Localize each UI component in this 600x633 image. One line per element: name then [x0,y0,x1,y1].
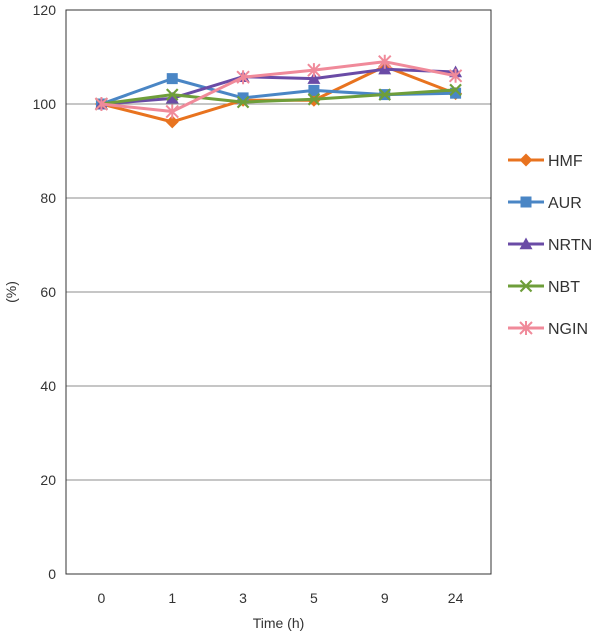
series-hmf-point [165,115,179,129]
legend-nrtn-marker [519,237,533,250]
legend-item-nrtn: NRTN [508,237,592,254]
series-aur-point [237,92,249,104]
legend-aur-label: AUR [548,195,582,212]
series-nbt-point [307,93,321,106]
series-aur-point [308,84,320,96]
series-ngin-point [165,104,179,119]
y-axis-ticks: 0 20 40 60 80 100 120 [33,2,57,582]
series-ngin-point [94,97,109,111]
legend-aur-marker [520,196,532,208]
legend-hmf-label: HMF [548,153,583,170]
series-group [94,54,463,129]
y-tick-label: 40 [40,378,56,394]
x-tick-label: 0 [98,590,106,606]
series-nbt-point [449,83,462,97]
legend-ngin-marker [519,321,533,335]
y-tick-label: 0 [48,566,56,582]
series-nbt-line [101,88,456,106]
series-nbt-point [236,95,250,109]
y-tick-label: 100 [33,96,57,112]
legend: HMF AUR NRTN NBT NGIN [508,153,592,338]
y-tick-label: 60 [40,284,56,300]
y-tick-label: 120 [33,2,57,18]
x-tick-label: 3 [239,590,247,606]
x-tick-label: 1 [168,590,176,606]
series-nbt-point [165,88,179,101]
x-axis-label: Time (h) [253,615,305,631]
legend-nbt-label: NBT [548,279,580,296]
y-tick-label: 20 [40,472,56,488]
series-aur-point [166,73,178,85]
legend-nbt-marker [519,279,533,293]
y-axis-label: (%) [3,281,19,303]
series-nrtn-point [165,91,179,104]
legend-ngin-label: NGIN [548,321,588,338]
legend-item-hmf: HMF [508,153,583,170]
x-axis-ticks: 0 1 3 5 9 24 [98,590,464,606]
legend-hmf-marker [519,153,533,167]
x-tick-label: 5 [310,590,318,606]
series-nrtn-line [101,67,456,106]
x-tick-label: 24 [448,590,464,606]
series-ngin [94,54,463,119]
legend-item-nbt: NBT [508,279,580,296]
y-tick-label: 80 [40,190,56,206]
legend-nrtn-label: NRTN [548,237,592,254]
series-ngin-point [236,70,250,85]
series-nbt [95,83,462,111]
x-tick-label: 9 [381,590,389,606]
series-ngin-point [307,63,321,78]
series-nrtn-point [307,72,321,84]
series-nbt-point [378,88,392,101]
plot-area-frame [65,9,492,575]
grid-lines [66,103,491,481]
legend-item-ngin: NGIN [508,321,588,338]
series-aur-point [450,87,462,99]
legend-item-aur: AUR [508,195,582,212]
series-ngin-line [101,60,456,114]
series-ngin-point [448,68,463,83]
series-ngin-point [378,54,392,69]
